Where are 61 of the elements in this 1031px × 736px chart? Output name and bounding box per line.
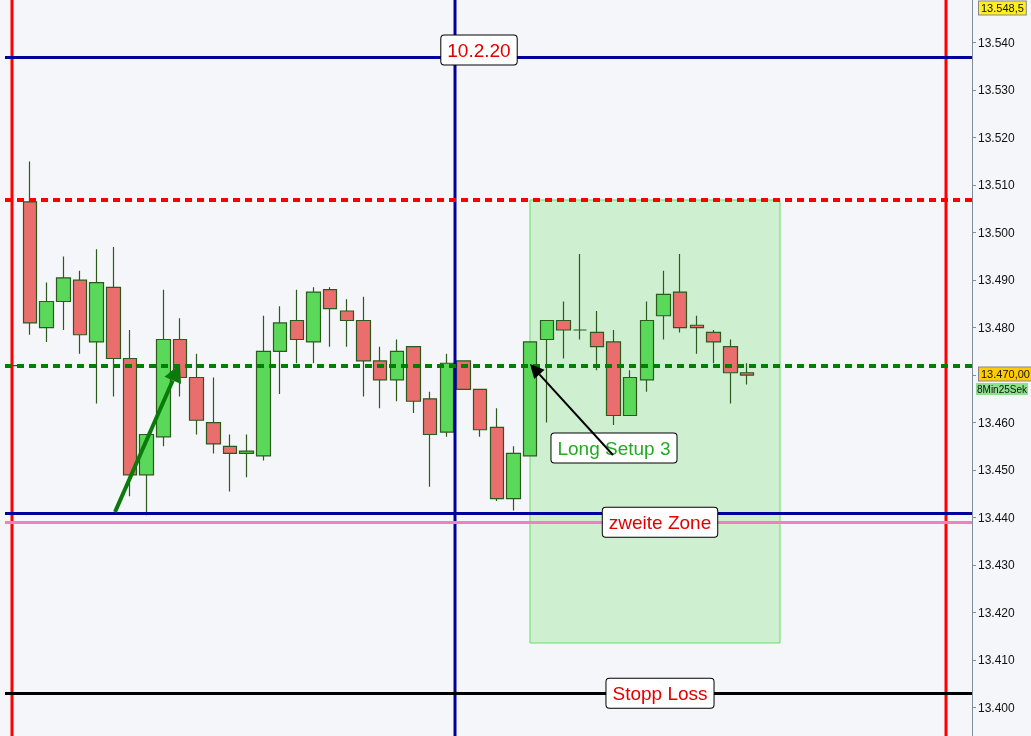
candlestick <box>355 296 372 398</box>
y-tick-label: 13.490 <box>978 273 1016 288</box>
y-tick-label: 13.500 <box>978 225 1016 240</box>
candlestick <box>722 338 739 405</box>
y-tick-label: 13.510 <box>978 178 1016 193</box>
text: 13.548,5 <box>981 2 1024 14</box>
candlestick <box>639 300 655 393</box>
candlestick <box>505 445 522 512</box>
candlestick <box>572 253 588 341</box>
candlestick <box>739 362 755 386</box>
candlestick <box>672 253 688 333</box>
ref-line-label: zweite Zone <box>608 511 712 533</box>
text: 8Min25Sek <box>977 383 1029 395</box>
y-tick-label: 13.530 <box>978 83 1016 98</box>
y-tick-label: 13.480 <box>978 320 1016 335</box>
candlestick <box>472 388 488 438</box>
candlestick <box>605 329 622 426</box>
candlestick <box>705 329 722 364</box>
ref-line-label: Stopp Loss <box>612 682 708 704</box>
candlestick <box>105 246 122 398</box>
candlestick <box>439 353 455 438</box>
candlestick <box>622 369 638 417</box>
candlestick <box>255 315 272 462</box>
candlestick <box>555 300 572 360</box>
candlestick <box>405 346 422 414</box>
candlestick <box>238 433 255 478</box>
candlestick <box>422 391 438 488</box>
candlestick <box>689 315 705 355</box>
candlestick <box>55 255 72 331</box>
annotation: Long Setup 3 <box>557 437 671 459</box>
text: 13.470,00 <box>981 368 1030 380</box>
y-tick-label: 13.420 <box>978 605 1016 620</box>
candlestick <box>188 353 205 436</box>
y-tick-label: 13.450 <box>978 463 1016 478</box>
candlestick <box>222 433 238 493</box>
annotation: 10.2.20 <box>447 39 511 61</box>
y-tick-label: 13.410 <box>978 653 1016 668</box>
y-tick-label: 13.400 <box>978 700 1016 715</box>
y-tick-label: 13.430 <box>978 558 1016 573</box>
candlestick <box>372 346 388 409</box>
candlestick <box>272 305 288 395</box>
y-tick-label: 13.520 <box>978 130 1016 145</box>
y-tick-label: 13.460 <box>978 415 1016 430</box>
candlestick <box>305 286 322 364</box>
candlestick <box>72 270 88 355</box>
candlestick <box>339 298 355 348</box>
candlestick <box>655 270 672 341</box>
candlestick <box>589 310 605 371</box>
candlestick <box>122 329 138 497</box>
y-tick-label: 13.440 <box>978 510 1016 525</box>
candlestick <box>522 341 538 457</box>
candlestick <box>88 248 105 405</box>
candlestick <box>38 281 55 343</box>
candlestick <box>289 289 305 364</box>
candlestick <box>539 319 555 424</box>
candlestick <box>322 286 338 348</box>
candlestick <box>22 160 38 336</box>
candlestick <box>489 407 505 502</box>
candlestick <box>389 338 405 402</box>
candlestick <box>205 376 222 455</box>
y-tick-label: 13.540 <box>978 35 1016 50</box>
